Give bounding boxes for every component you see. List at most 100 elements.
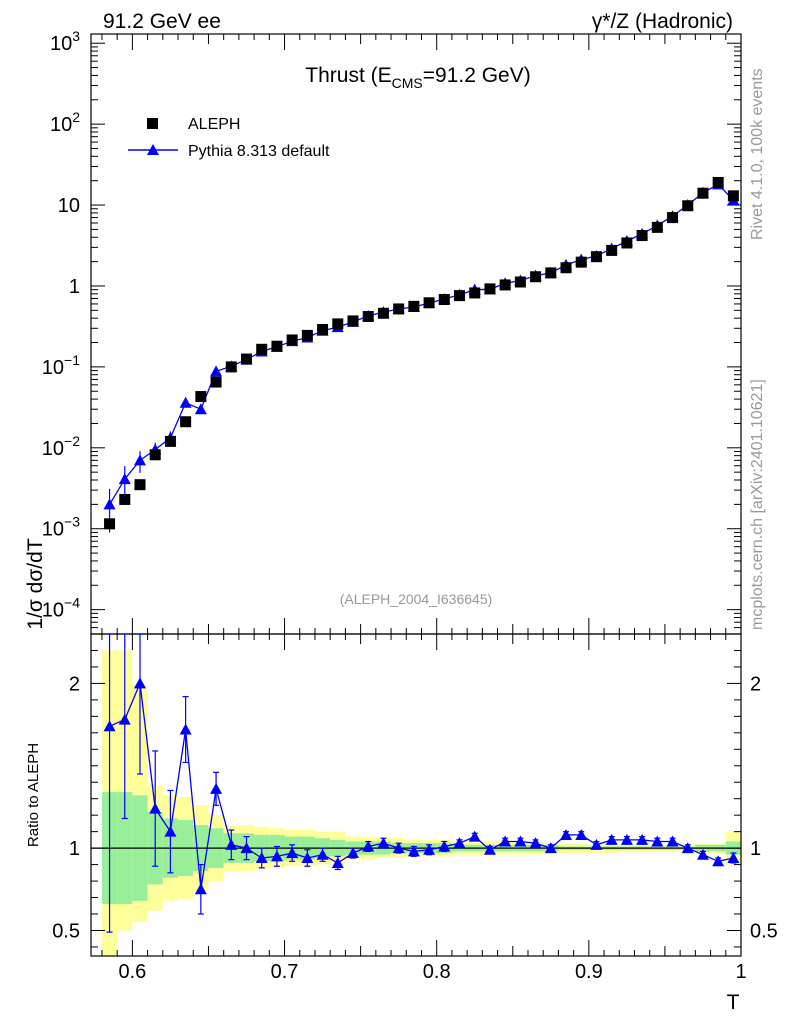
ratio-marker	[210, 782, 223, 794]
chart-title: Thrust (ECMS=91.2 GeV)	[305, 64, 530, 91]
aleph-marker	[286, 334, 298, 346]
aleph-marker	[575, 256, 587, 268]
y-tick-label: 10−4	[42, 595, 80, 622]
main-ylabel: 1/σ dσ/dT	[24, 538, 47, 629]
ratio-marker	[133, 677, 146, 689]
aleph-marker	[697, 187, 709, 199]
aleph-marker	[606, 244, 618, 256]
ratio-marker	[118, 713, 131, 725]
ratio-marker	[331, 856, 344, 868]
aleph-marker	[727, 190, 739, 202]
ratio-marker	[712, 855, 725, 867]
ratio-marker	[681, 842, 694, 854]
ratio-marker	[316, 848, 329, 860]
aleph-marker	[301, 329, 313, 341]
ratio-marker	[560, 828, 573, 840]
ratio-marker	[347, 847, 360, 859]
aleph-marker	[514, 276, 526, 288]
side-labels: Rivet 4.1.0, 100k events mcplots.cern.ch…	[749, 68, 766, 630]
ratio-marker	[453, 837, 466, 849]
ratio-tick-label-right: 2	[750, 673, 761, 695]
ratio-marker	[377, 837, 390, 849]
aleph-marker	[210, 376, 222, 388]
rivet-version-label: Rivet 4.1.0, 100k events	[749, 68, 766, 240]
header-left-label: 91.2 GeV ee	[103, 10, 221, 33]
aleph-marker	[164, 435, 176, 447]
ratio-tick-label-left: 2	[69, 673, 80, 695]
aleph-marker	[134, 479, 146, 491]
aleph-marker	[590, 251, 602, 263]
aleph-marker	[271, 340, 283, 352]
aleph-marker	[667, 212, 679, 224]
ratio-marker	[727, 852, 740, 863]
y-tick-label: 102	[50, 109, 80, 136]
legend-pythia-marker	[147, 144, 159, 155]
ratio-y-ticks: 0.5 0.5 1 1 2 2	[52, 649, 778, 948]
ratio-marker	[575, 828, 588, 840]
x-tick-label: 0.8	[423, 961, 451, 983]
ratio-marker	[636, 833, 649, 845]
pythia-marker	[179, 396, 192, 408]
aleph-marker	[545, 267, 557, 279]
ratio-marker	[392, 842, 405, 854]
ratio-marker	[696, 848, 709, 860]
ratio-marker	[483, 843, 496, 855]
ratio-marker	[423, 843, 436, 855]
pythia-marker	[133, 454, 146, 466]
ratio-panel: Ratio to ALEPH T	[25, 743, 740, 1014]
ratio-marker	[514, 835, 527, 847]
ratio-tick-label-right: 0.5	[750, 920, 778, 942]
legend: ALEPH Pythia 8.313 default	[128, 116, 330, 160]
aleph-marker	[636, 230, 648, 242]
ratio-marker	[590, 838, 603, 850]
aleph-marker	[469, 287, 481, 299]
y-tick-label: 103	[50, 28, 80, 55]
y-tick-label: 10−1	[42, 352, 80, 379]
chart-title-pre: Thrust (E	[305, 64, 391, 87]
mcplots-label: mcplots.cern.ch [arXiv:2401.10621]	[749, 379, 766, 630]
ratio-marker	[407, 845, 420, 857]
ratio-marker	[240, 842, 253, 854]
chart-title-post: =91.2 GeV)	[423, 64, 531, 87]
aleph-marker	[423, 297, 435, 309]
aleph-marker	[256, 343, 268, 355]
aleph-marker	[195, 391, 207, 403]
y-tick-label: 10−2	[42, 433, 80, 460]
ratio-tick-label-right: 1	[750, 838, 761, 860]
main-y-ticks: 10−4 10−3 10−2 10−1 1 10 102 103	[42, 28, 741, 635]
ratio-uncertainty-bands	[101, 650, 741, 956]
header-right-label: γ*/Z (Hadronic)	[592, 10, 733, 33]
aleph-marker	[180, 416, 192, 428]
x-tick-label: 0.6	[118, 961, 146, 983]
reference-label: (ALEPH_2004_I636645)	[340, 591, 493, 607]
aleph-marker	[317, 323, 329, 335]
ratio-marker	[620, 833, 633, 845]
main-panel: Thrust (ECMS=91.2 GeV) 1/σ dσ/dT (ALEPH_…	[24, 64, 531, 630]
chart-title-sub: CMS	[392, 75, 423, 91]
ratio-marker	[255, 852, 268, 863]
aleph-marker	[499, 279, 511, 291]
ratio-plot-frame	[90, 633, 742, 957]
pythia-marker	[210, 365, 223, 377]
aleph-series	[104, 176, 739, 530]
aleph-marker	[225, 361, 237, 373]
ratio-tick-label-left: 0.5	[52, 920, 80, 942]
ratio-marker	[529, 837, 542, 849]
ratio-marker	[499, 835, 512, 847]
ratio-marker	[438, 840, 451, 852]
aleph-marker	[530, 271, 542, 283]
ratio-marker	[149, 802, 162, 814]
aleph-marker	[393, 303, 405, 315]
legend-aleph-label: ALEPH	[188, 116, 240, 133]
ratio-ylabel: Ratio to ALEPH	[25, 743, 42, 847]
aleph-marker	[104, 518, 116, 530]
x-tick-label: 0.7	[271, 961, 299, 983]
x-tick-label: 1	[735, 961, 746, 983]
aleph-marker	[149, 449, 161, 461]
aleph-marker	[377, 307, 389, 319]
aleph-marker	[651, 221, 663, 233]
header: 91.2 GeV ee γ*/Z (Hadronic)	[103, 10, 733, 33]
legend-pythia-label: Pythia 8.313 default	[188, 143, 330, 160]
ratio-marker	[179, 723, 192, 735]
aleph-marker	[484, 283, 496, 295]
